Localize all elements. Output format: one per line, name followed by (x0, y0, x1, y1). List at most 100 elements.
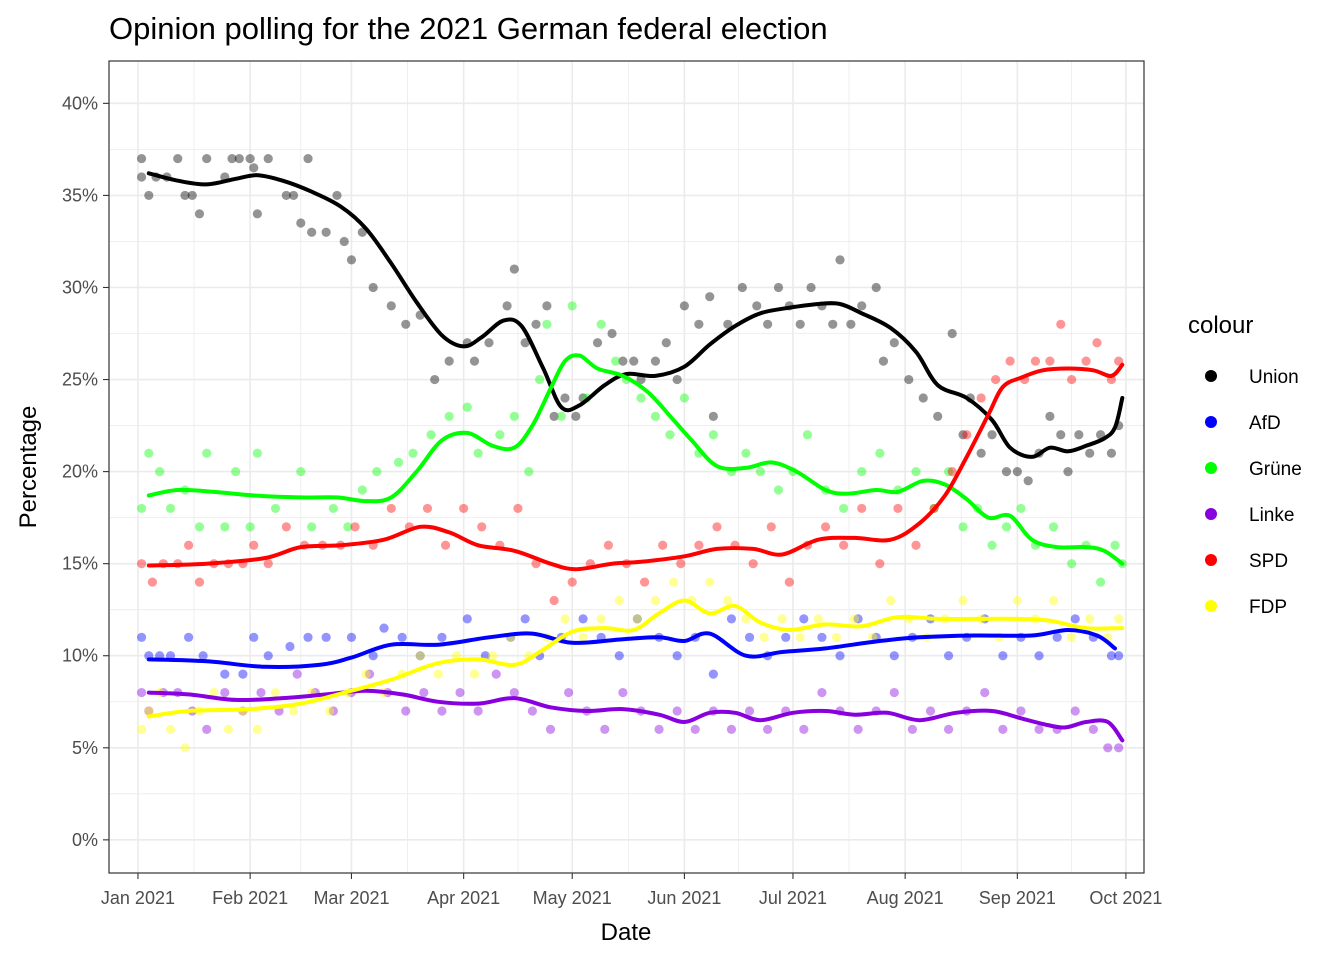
poll-point (263, 651, 273, 661)
poll-point (766, 522, 776, 532)
poll-point (1012, 467, 1022, 477)
poll-point (632, 614, 642, 624)
poll-point (502, 301, 512, 311)
poll-point (987, 540, 997, 550)
poll-point (307, 522, 317, 532)
poll-point (578, 632, 588, 642)
legend-label: AfD (1249, 413, 1281, 434)
poll-point (1034, 651, 1044, 661)
poll-point (321, 632, 331, 642)
y-axis: 0% 5% 10% 15% 20% 25% 30% 35% 40% (62, 93, 109, 850)
y-tick-label: 10% (62, 646, 98, 666)
poll-point (136, 724, 147, 734)
poll-point (393, 457, 404, 467)
poll-point (886, 595, 896, 606)
poll-point (987, 430, 997, 440)
poll-point (136, 503, 147, 514)
trend-lines (146, 171, 1125, 743)
poll-point (904, 374, 914, 385)
poll-point (202, 448, 212, 458)
poll-point (708, 411, 718, 421)
poll-point (943, 467, 954, 477)
poll-point (672, 706, 682, 716)
poll-point (346, 255, 357, 265)
x-tick-label: May 2021 (533, 888, 612, 908)
poll-point (1074, 430, 1084, 440)
poll-point (958, 595, 968, 606)
poll-point (187, 190, 197, 201)
poll-point (509, 687, 519, 698)
poll-point (1110, 540, 1120, 550)
poll-point (484, 338, 494, 348)
trend-line-spd (146, 362, 1125, 572)
poll-point (795, 632, 805, 642)
poll-point (549, 595, 559, 606)
poll-point (357, 485, 367, 495)
poll-point (155, 467, 165, 477)
poll-point (1030, 356, 1041, 366)
poll-point (361, 669, 371, 679)
poll-point (618, 687, 628, 698)
legend-item-afd: AfD (1205, 413, 1281, 434)
poll-point (238, 669, 248, 679)
poll-point (781, 632, 791, 642)
poll-point (672, 374, 682, 385)
poll-point (227, 153, 237, 164)
poll-point (853, 724, 863, 734)
poll-point (368, 282, 378, 293)
poll-point (835, 255, 845, 265)
legend-item-spd: SPD (1205, 551, 1288, 572)
poll-point (542, 319, 552, 329)
poll-point (943, 651, 954, 661)
poll-point (556, 411, 566, 421)
poll-point (741, 614, 751, 624)
poll-point (147, 577, 158, 587)
poll-point (1070, 706, 1080, 716)
poll-point (976, 393, 986, 403)
poll-point (650, 411, 661, 421)
poll-point (198, 651, 208, 661)
poll-point (1081, 356, 1091, 366)
poll-point (542, 301, 552, 311)
legend-label: Grüne (1249, 459, 1302, 480)
poll-point (144, 190, 154, 201)
poll-point (943, 724, 954, 734)
poll-point (386, 301, 396, 311)
poll-point (346, 632, 357, 642)
poll-point (1085, 614, 1095, 624)
trend-line-fdp (146, 598, 1125, 719)
x-tick-label: Jun 2021 (647, 888, 721, 908)
y-tick-label: 15% (62, 554, 98, 574)
legend-label: Linke (1249, 505, 1294, 526)
poll-point (650, 356, 661, 366)
poll-point (1012, 595, 1022, 606)
poll-point (795, 319, 805, 329)
poll-point (1016, 706, 1026, 716)
poll-point (173, 153, 183, 164)
poll-point (430, 374, 440, 385)
poll-point (777, 614, 787, 624)
poll-point (325, 706, 335, 716)
poll-point (292, 669, 302, 679)
legend-key (1205, 462, 1217, 474)
poll-point (947, 328, 957, 339)
poll-point (618, 356, 628, 366)
poll-point (567, 301, 577, 311)
poll-point (1056, 430, 1066, 440)
legend-label: Union (1249, 367, 1299, 388)
poll-point (184, 540, 194, 550)
legend: colour Union AfD Grüne Linke SPD FDP (1188, 312, 1302, 618)
poll-point (440, 540, 451, 550)
poll-point (1001, 522, 1012, 532)
poll-point (245, 522, 255, 532)
poll-point (520, 338, 530, 348)
poll-point (459, 503, 469, 514)
poll-point (462, 402, 472, 412)
poll-point (1088, 724, 1098, 734)
poll-point (828, 319, 838, 329)
poll-point (220, 669, 230, 679)
poll-point (665, 430, 675, 440)
poll-point (401, 706, 411, 716)
poll-point (567, 577, 577, 587)
